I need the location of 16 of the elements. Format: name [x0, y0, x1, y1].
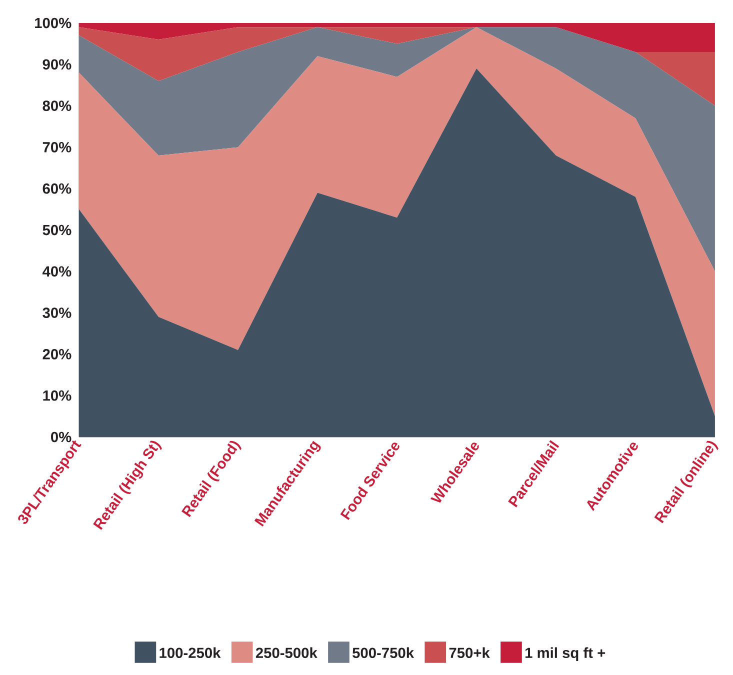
y-tick-label: 100% [35, 18, 72, 28]
legend-label: 250-500k [256, 647, 318, 658]
y-tick-label: 90% [42, 59, 72, 70]
y-tick-label: 60% [42, 183, 72, 194]
y-tick-label: 40% [42, 266, 72, 277]
y-tick-label: 10% [43, 390, 72, 401]
legend-label: 750+k [449, 647, 490, 658]
legend-label: 100-250k [160, 647, 221, 658]
legend-label: 1 mil sq ft + [525, 647, 606, 661]
y-tick-label: 70% [42, 142, 72, 152]
y-tick-label: 50% [42, 224, 72, 236]
y-tick-label: 20% [42, 349, 72, 360]
y-tick-label: 80% [42, 100, 72, 111]
y-tick-label: 30% [42, 308, 72, 318]
y-tick-label: 0% [51, 432, 72, 442]
legend-label: 500-750k [352, 647, 414, 658]
